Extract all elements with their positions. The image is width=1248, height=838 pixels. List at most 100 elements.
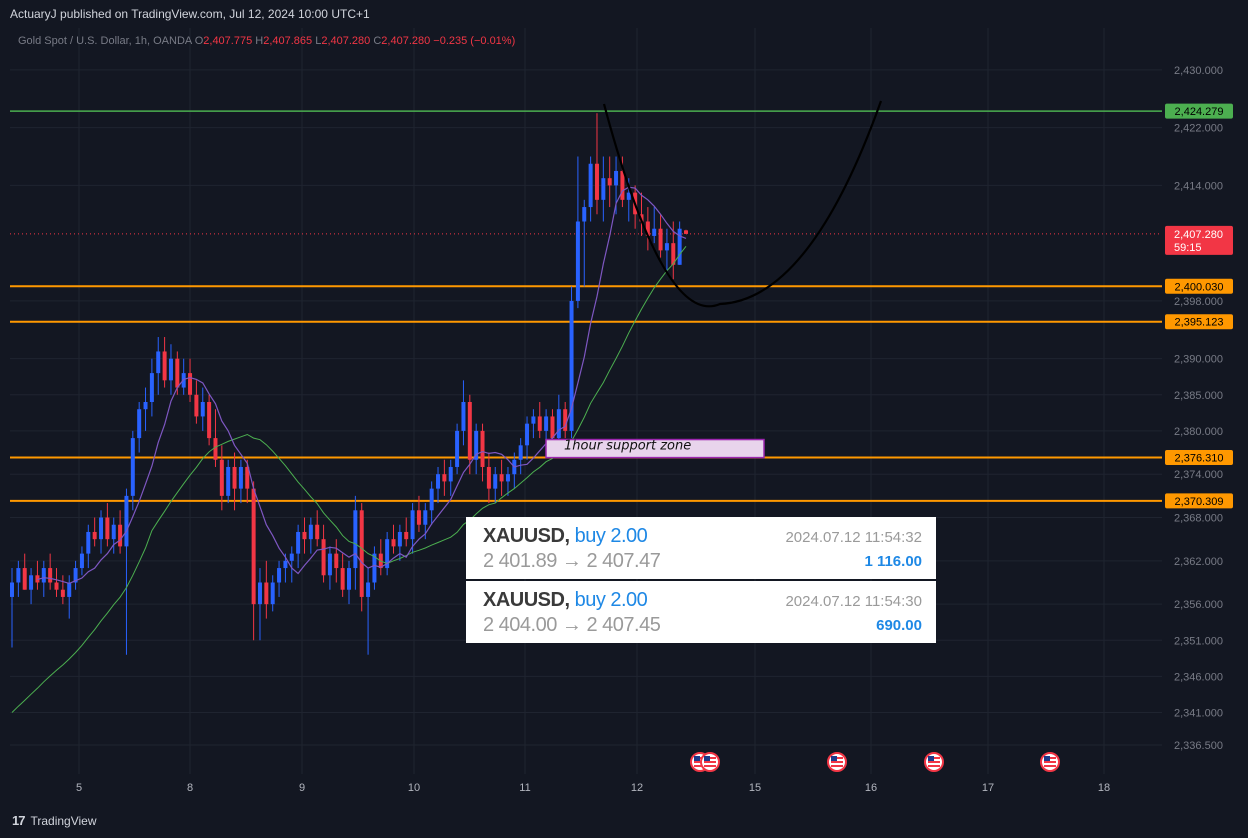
- candle-body: [467, 402, 472, 460]
- price-tick-label: 2,430.000: [1174, 65, 1223, 77]
- candle: [207, 394, 212, 446]
- candle: [99, 510, 104, 554]
- published-text: ActuaryJ published on TradingView.com, J…: [10, 7, 370, 21]
- candle-body: [372, 553, 377, 583]
- candle: [518, 438, 523, 475]
- candle-body: [118, 524, 123, 547]
- candle: [264, 560, 269, 619]
- candle-body: [474, 430, 479, 460]
- candle-body: [226, 466, 231, 496]
- grid: [10, 28, 1162, 774]
- us-flag-icon[interactable]: [924, 752, 944, 772]
- candle: [60, 575, 65, 605]
- candle-body: [537, 416, 542, 431]
- candle-body: [518, 445, 523, 460]
- candle: [505, 466, 510, 496]
- candle-body: [397, 531, 402, 547]
- candle: [353, 495, 358, 590]
- candle: [455, 423, 460, 475]
- us-flag-icon[interactable]: [827, 752, 847, 772]
- candle-body: [684, 230, 688, 234]
- support-zone-rect: [545, 438, 765, 459]
- level-tags: 2,424.279 2,400.030 2,395.123 2,376.310 2,37…: [1165, 103, 1233, 509]
- change-value: −0.235 (−0.01%): [433, 35, 516, 47]
- price-tick-label: 2,422.000: [1174, 123, 1223, 135]
- time-tick-label: 15: [749, 782, 761, 794]
- candle-body: [124, 495, 129, 547]
- candle: [429, 481, 434, 525]
- us-flag-icon[interactable]: [700, 752, 720, 772]
- candle-body: [347, 568, 351, 590]
- candle-body: [92, 531, 97, 540]
- curve-drawing: [602, 100, 883, 308]
- candle: [137, 402, 142, 453]
- candle: [664, 228, 669, 273]
- candle-body: [149, 373, 154, 402]
- last-price-tag-value: 2,407.280: [1174, 229, 1223, 241]
- candle: [226, 459, 231, 504]
- candle: [601, 156, 606, 222]
- price-chart[interactable]: 1hour support zone 2,430.0002,422.0002,4…: [10, 28, 1248, 803]
- trade-timestamp: 2024.07.12 11:54:30: [785, 593, 922, 610]
- trade-symbol: XAUUSD, buy 2.00: [483, 589, 648, 612]
- time-tick-label: 17: [982, 782, 994, 794]
- plot-area: [10, 28, 1162, 774]
- candle-body: [232, 466, 237, 489]
- tradingview-logo-icon: 17: [12, 813, 26, 828]
- candle: [499, 459, 504, 496]
- candle-body: [302, 531, 307, 540]
- trade-symbol-text: XAUUSD,: [483, 589, 570, 611]
- candle-body: [486, 466, 491, 489]
- candle-body: [556, 409, 561, 439]
- candle: [232, 452, 237, 511]
- price-axis[interactable]: 2,430.000 2,422.000 2,414.000 2,398.000 2,39…: [1162, 28, 1248, 774]
- candle-body: [429, 488, 434, 511]
- candle-body: [614, 170, 619, 186]
- level-tag-bg: [1165, 314, 1233, 330]
- candle-body: [569, 300, 574, 431]
- candle: [22, 553, 27, 590]
- brand-name: TradingView: [30, 813, 97, 828]
- symbol-legend: Gold Spot / U.S. Dollar, 1h, OANDA O2,40…: [18, 35, 515, 47]
- time-axis[interactable]: 5 8 9 10 11 12 15 16 17 18: [76, 782, 1110, 794]
- candle-body: [41, 568, 46, 583]
- candle: [130, 430, 135, 511]
- price-tick-label: 2,368.000: [1174, 513, 1223, 525]
- candle-body: [251, 488, 256, 605]
- candle: [315, 510, 320, 547]
- candle: [416, 495, 421, 532]
- candle-body: [493, 474, 498, 489]
- candle: [677, 221, 682, 265]
- candle-body: [219, 459, 224, 496]
- candle: [321, 524, 326, 583]
- candle: [385, 531, 390, 576]
- candle-body: [594, 163, 599, 200]
- last-price-countdown: 59:15: [1174, 242, 1202, 254]
- candle: [111, 517, 116, 554]
- candle: [194, 380, 199, 424]
- candle-body: [321, 539, 326, 576]
- candle-body: [48, 568, 53, 583]
- event-icons: [690, 752, 1060, 772]
- time-tick-label: 11: [519, 782, 530, 794]
- us-flag-icon[interactable]: [1040, 752, 1060, 772]
- candle: [563, 402, 568, 439]
- candle: [149, 358, 154, 417]
- candle-body: [588, 163, 593, 208]
- price-tick-label: 2,385.000: [1174, 390, 1223, 402]
- trade-profit: 690.00: [876, 617, 922, 634]
- candle: [645, 207, 650, 251]
- candle-body: [366, 582, 371, 597]
- close-value: 2,407.280: [381, 35, 431, 47]
- candle-body: [289, 553, 294, 561]
- candle: [410, 503, 415, 554]
- candle: [658, 214, 663, 258]
- candle: [10, 568, 14, 648]
- trade-side: buy 2.00: [574, 525, 648, 547]
- candle: [124, 488, 129, 655]
- candle: [86, 524, 91, 569]
- candle-body: [213, 438, 218, 460]
- candle: [277, 560, 282, 597]
- candle-body: [423, 510, 428, 525]
- level-tag-label: 2,376.310: [1175, 453, 1224, 465]
